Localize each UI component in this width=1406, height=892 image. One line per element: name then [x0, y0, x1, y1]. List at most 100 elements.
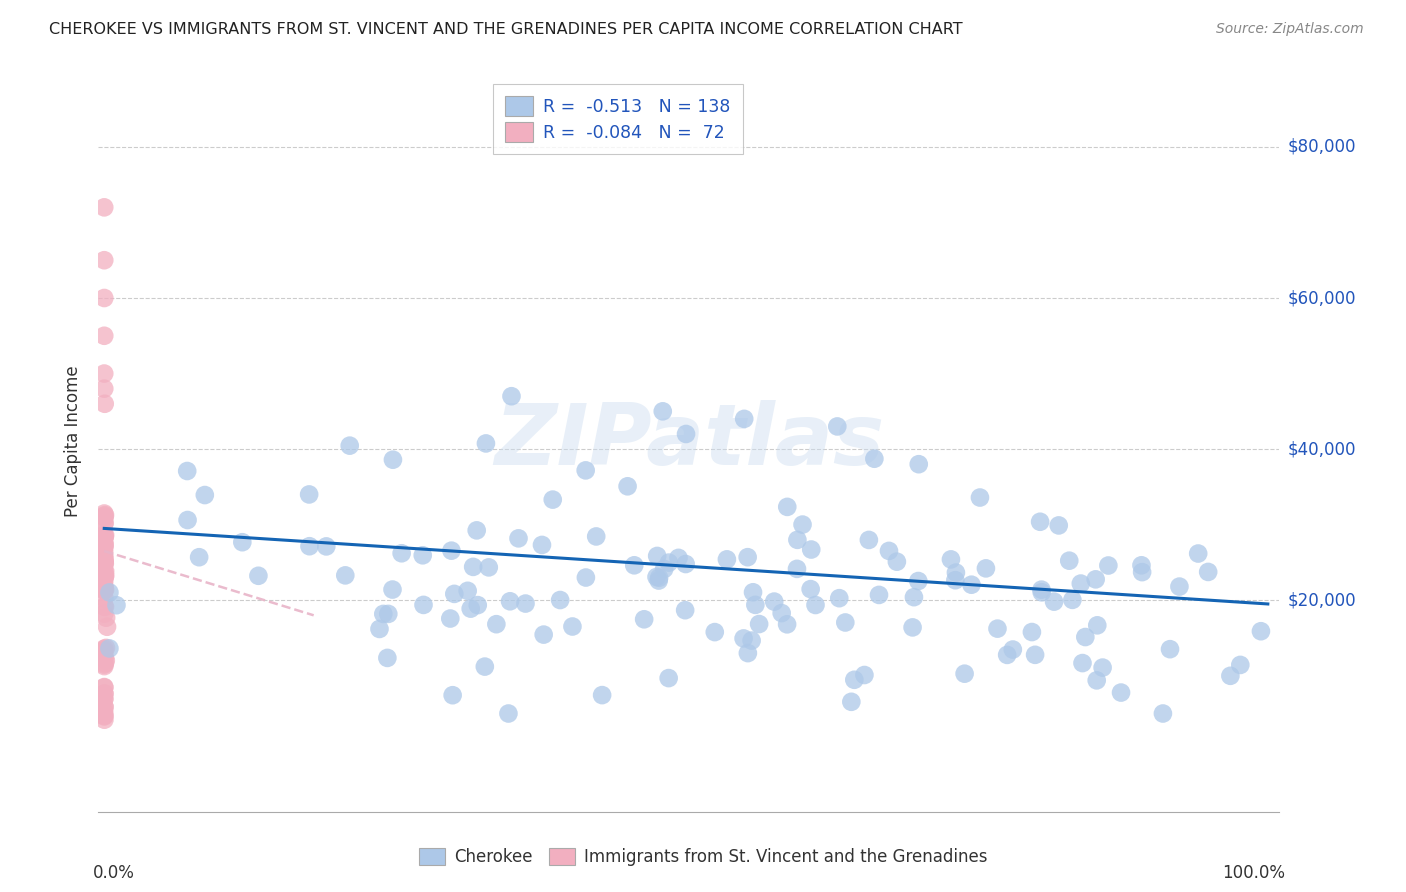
Point [391, 546, 413, 560]
Point [645, 549, 668, 563]
Point [93, 541, 115, 555]
Point [616, 479, 638, 493]
Point [1070, 576, 1092, 591]
Point [561, 619, 583, 633]
Point [1074, 630, 1097, 644]
Point [93, 709, 115, 723]
Point [575, 570, 598, 584]
Point [800, 542, 823, 557]
Point [763, 594, 786, 608]
Point [1091, 660, 1114, 674]
Point [412, 549, 434, 563]
Point [93, 659, 115, 673]
Point [94, 640, 117, 655]
Point [744, 598, 766, 612]
Point [93, 538, 115, 552]
Point [467, 598, 489, 612]
Point [903, 590, 925, 604]
Point [907, 457, 929, 471]
Point [93, 551, 115, 566]
Point [298, 487, 321, 501]
Point [886, 555, 908, 569]
Point [1062, 592, 1084, 607]
Point [1029, 515, 1052, 529]
Point [93, 530, 115, 544]
Point [93, 553, 115, 567]
Point [93, 530, 115, 544]
Point [93, 531, 115, 545]
Point [377, 607, 399, 621]
Point [93, 687, 115, 701]
Point [93, 555, 115, 569]
Point [1187, 547, 1209, 561]
Point [1168, 580, 1191, 594]
Point [93, 527, 115, 541]
Point [1229, 657, 1251, 672]
Point [741, 633, 763, 648]
Point [478, 560, 501, 574]
Point [742, 585, 765, 599]
Point [98, 585, 121, 599]
Text: $40,000: $40,000 [1288, 440, 1357, 458]
Point [658, 556, 681, 570]
Point [93, 382, 115, 396]
Point [465, 524, 488, 538]
Point [533, 627, 555, 641]
Point [440, 543, 463, 558]
Point [412, 598, 434, 612]
Point [93, 591, 115, 605]
Point [93, 569, 115, 583]
Point [94, 568, 117, 582]
Point [716, 552, 738, 566]
Point [645, 570, 668, 584]
Point [733, 632, 755, 646]
Point [1097, 558, 1119, 573]
Point [1084, 572, 1107, 586]
Text: $60,000: $60,000 [1288, 289, 1357, 307]
Point [93, 253, 115, 268]
Point [381, 582, 404, 597]
Point [93, 540, 115, 554]
Point [960, 578, 983, 592]
Point [585, 529, 607, 543]
Point [93, 709, 115, 723]
Point [844, 673, 866, 687]
Point [974, 561, 997, 575]
Y-axis label: Per Capita Income: Per Capita Income [65, 366, 83, 517]
Point [93, 705, 115, 719]
Point [541, 492, 564, 507]
Point [315, 540, 337, 554]
Point [648, 571, 671, 585]
Point [868, 588, 890, 602]
Point [658, 671, 681, 685]
Point [703, 625, 725, 640]
Point [93, 556, 115, 570]
Point [1152, 706, 1174, 721]
Point [194, 488, 217, 502]
Point [96, 620, 118, 634]
Point [94, 653, 117, 667]
Text: $20,000: $20,000 [1288, 591, 1357, 609]
Point [93, 549, 115, 563]
Point [863, 451, 886, 466]
Point [93, 200, 115, 214]
Point [1085, 673, 1108, 688]
Point [93, 646, 115, 660]
Point [93, 545, 115, 559]
Point [94, 508, 117, 523]
Point [93, 583, 115, 598]
Point [441, 688, 464, 702]
Point [93, 397, 115, 411]
Point [231, 535, 253, 549]
Point [575, 463, 598, 477]
Point [93, 699, 115, 714]
Point [93, 564, 115, 578]
Point [98, 641, 121, 656]
Point [1001, 642, 1024, 657]
Point [901, 620, 924, 634]
Point [853, 668, 876, 682]
Point [633, 612, 655, 626]
Point [460, 601, 482, 615]
Point [485, 617, 508, 632]
Point [93, 643, 115, 657]
